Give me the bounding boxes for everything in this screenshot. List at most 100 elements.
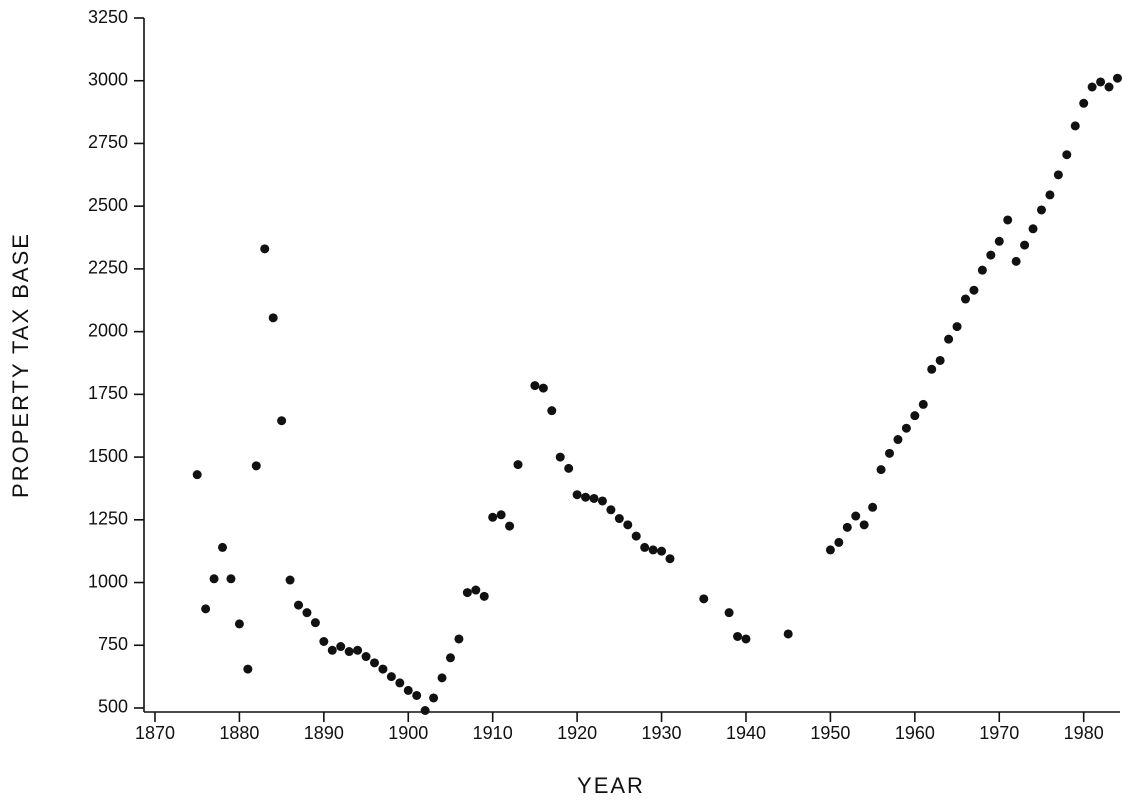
point xyxy=(386,672,396,682)
point xyxy=(910,411,920,421)
point xyxy=(429,693,439,703)
point xyxy=(572,490,582,500)
x-tick-label: 1940 xyxy=(726,723,766,743)
point xyxy=(699,594,709,604)
point xyxy=(260,244,270,254)
point xyxy=(589,493,599,503)
point xyxy=(733,631,743,641)
y-tick-label: 2750 xyxy=(88,132,128,152)
point xyxy=(530,381,540,391)
point xyxy=(496,510,506,520)
point xyxy=(420,705,430,715)
point xyxy=(741,634,751,644)
point xyxy=(513,460,523,470)
point xyxy=(471,585,481,595)
point xyxy=(234,619,244,629)
point xyxy=(1053,170,1063,180)
point xyxy=(462,588,472,598)
point xyxy=(268,313,278,323)
point xyxy=(1011,256,1021,266)
y-tick-label: 3000 xyxy=(88,69,128,89)
point xyxy=(488,512,498,522)
point xyxy=(336,642,346,652)
point xyxy=(327,645,337,655)
point xyxy=(885,448,895,458)
point xyxy=(302,608,312,618)
point xyxy=(479,591,489,601)
point xyxy=(977,265,987,275)
x-tick-label: 1870 xyxy=(135,723,175,743)
point xyxy=(395,678,405,688)
point xyxy=(631,531,641,541)
point xyxy=(927,364,937,374)
point xyxy=(277,416,287,426)
point xyxy=(876,465,886,475)
point xyxy=(505,521,515,531)
y-tick-label: 3250 xyxy=(88,7,128,27)
point xyxy=(935,355,945,365)
point xyxy=(437,673,447,683)
point xyxy=(969,285,979,295)
y-tick-label: 1000 xyxy=(88,571,128,591)
y-tick-label: 750 xyxy=(98,634,128,654)
point xyxy=(310,618,320,628)
point xyxy=(825,545,835,555)
x-tick-label: 1910 xyxy=(473,723,513,743)
y-tick-label: 2500 xyxy=(88,195,128,215)
point xyxy=(623,520,633,530)
x-tick-label: 1890 xyxy=(304,723,344,743)
point xyxy=(218,542,228,552)
x-tick-label: 1980 xyxy=(1064,723,1104,743)
point xyxy=(285,575,295,585)
point xyxy=(403,685,413,695)
point xyxy=(1003,215,1013,225)
point xyxy=(893,435,903,445)
point xyxy=(547,406,557,416)
y-axis-label: PROPERTY TAX BASE xyxy=(8,232,33,498)
point xyxy=(581,492,591,502)
x-tick-label: 1950 xyxy=(810,723,850,743)
x-tick-label: 1920 xyxy=(557,723,597,743)
point xyxy=(783,629,793,639)
point xyxy=(1087,82,1097,92)
point xyxy=(319,636,329,646)
point xyxy=(842,522,852,532)
point xyxy=(1096,77,1106,87)
point xyxy=(344,647,354,657)
point xyxy=(353,645,363,655)
x-tick-label: 1960 xyxy=(895,723,935,743)
point xyxy=(606,505,616,515)
point xyxy=(1028,224,1038,234)
point xyxy=(445,653,455,663)
y-tick-label: 500 xyxy=(98,697,128,717)
point xyxy=(657,546,667,556)
x-axis-label: YEAR xyxy=(577,773,645,798)
point xyxy=(369,658,379,668)
point xyxy=(1070,121,1080,131)
point xyxy=(454,634,464,644)
point xyxy=(665,554,675,564)
x-tick-label: 1880 xyxy=(219,723,259,743)
point xyxy=(201,604,211,614)
point xyxy=(538,383,548,393)
y-tick-label: 1500 xyxy=(88,446,128,466)
point xyxy=(648,545,658,555)
point xyxy=(564,463,574,473)
point xyxy=(294,600,304,610)
point xyxy=(868,502,878,512)
point xyxy=(412,690,422,700)
point xyxy=(918,399,928,409)
point xyxy=(1045,190,1055,200)
point xyxy=(243,664,253,674)
y-tick-label: 2000 xyxy=(88,320,128,340)
point xyxy=(834,537,844,547)
x-tick-label: 1930 xyxy=(642,723,682,743)
point xyxy=(614,514,624,524)
point xyxy=(192,470,202,480)
point xyxy=(1020,240,1030,250)
point xyxy=(1079,98,1089,108)
point xyxy=(724,608,734,618)
point xyxy=(859,520,869,530)
point xyxy=(952,322,962,332)
